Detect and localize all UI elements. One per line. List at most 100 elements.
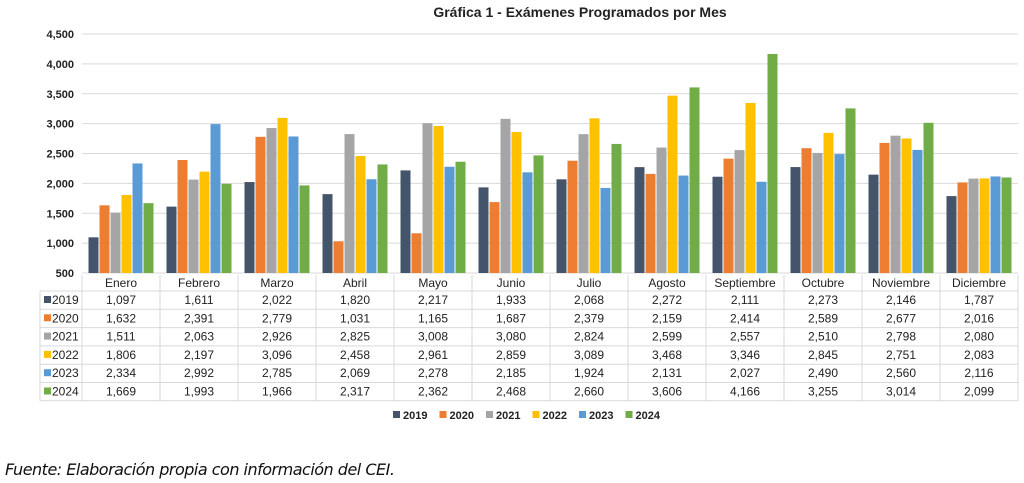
table-cell: 2,069 [340, 366, 370, 380]
table-cell: 2,027 [730, 366, 760, 380]
y-tick-label: 500 [56, 268, 74, 280]
bar-2021-mayo [422, 123, 433, 273]
table-cell: 2,599 [652, 330, 682, 344]
bar-2020-diciembre [957, 182, 968, 273]
table-cell: 3,346 [730, 348, 760, 362]
table-cell: 3,255 [808, 385, 838, 399]
bar-2022-abril [355, 156, 366, 273]
bar-2023-junio [522, 172, 533, 273]
legend-swatch-2019 [393, 411, 400, 418]
table-row-label-2022: 2022 [52, 348, 79, 362]
table-cell: 3,008 [418, 330, 448, 344]
table-cell: 1,924 [574, 366, 604, 380]
legend-key-2019 [44, 296, 51, 303]
bar-2019-julio [556, 179, 567, 273]
bar-2021-agosto [656, 147, 667, 273]
table-cell: 2,185 [496, 366, 526, 380]
table-row-label-2019: 2019 [52, 293, 79, 307]
table-cell: 3,468 [652, 348, 682, 362]
table-header-noviembre: Noviembre [872, 276, 930, 290]
bar-2019-diciembre [946, 196, 957, 273]
legend-key-2024 [44, 387, 51, 395]
bar-2021-diciembre [968, 178, 979, 273]
legend-label-2024: 2024 [636, 410, 661, 422]
table-cell: 2,468 [496, 385, 526, 399]
bar-2021-marzo [266, 128, 277, 273]
table-cell: 2,379 [574, 311, 604, 325]
table-row-label-2023: 2023 [52, 366, 79, 380]
bar-2023-noviembre [912, 149, 923, 273]
table-cell: 2,660 [574, 385, 604, 399]
bar-2020-marzo [255, 136, 266, 273]
bar-2021-julio [578, 134, 589, 273]
table-cell: 2,391 [184, 311, 214, 325]
bar-2019-septiembre [712, 176, 723, 273]
y-tick-label: 1,500 [46, 208, 74, 220]
bar-2024-diciembre [1001, 177, 1012, 273]
table-header-junio: Junio [497, 276, 526, 290]
table-cell: 2,334 [106, 366, 136, 380]
bar-2021-octubre [812, 152, 823, 273]
y-tick-label: 4,000 [46, 59, 74, 71]
chart-title: Gráfica 1 - Exámenes Programados por Mes [433, 4, 727, 20]
table-cell: 2,068 [574, 293, 604, 307]
table-header-marzo: Marzo [260, 276, 294, 290]
table-header-septiembre: Septiembre [714, 276, 776, 290]
table-cell: 2,589 [808, 311, 838, 325]
table-cell: 1,933 [496, 293, 526, 307]
bar-2019-noviembre [868, 174, 879, 273]
bar-2023-mayo [444, 166, 455, 273]
bar-2024-febrero [221, 183, 232, 273]
table-cell: 2,063 [184, 330, 214, 344]
y-tick-label: 3,500 [46, 89, 74, 101]
table-cell: 1,787 [964, 293, 994, 307]
table-cell: 1,966 [262, 385, 292, 399]
bar-2021-enero [110, 212, 121, 273]
table-cell: 2,458 [340, 348, 370, 362]
table-cell: 3,606 [652, 385, 682, 399]
table-header-abril: Abril [343, 276, 367, 290]
table-header-enero: Enero [105, 276, 137, 290]
bar-2022-febrero [199, 171, 210, 273]
legend-key-2023 [44, 369, 51, 377]
table-cell: 2,278 [418, 366, 448, 380]
table-cell: 2,131 [652, 366, 682, 380]
table-cell: 2,197 [184, 348, 214, 362]
table-cell: 3,014 [886, 385, 916, 399]
legend-swatch-2023 [579, 411, 586, 418]
bar-2022-enero [121, 194, 132, 273]
table-cell: 2,080 [964, 330, 994, 344]
source-caption: Fuente: Elaboración propia con informaci… [5, 460, 395, 479]
bar-2019-febrero [166, 206, 177, 273]
table-cell: 3,080 [496, 330, 526, 344]
bar-2022-mayo [433, 125, 444, 273]
bar-2019-junio [478, 187, 489, 273]
table-cell: 1,097 [106, 293, 136, 307]
table-cell: 1,820 [340, 293, 370, 307]
bar-2022-octubre [823, 132, 834, 273]
bar-2021-noviembre [890, 135, 901, 273]
bar-2023-julio [600, 187, 611, 273]
bar-2023-octubre [834, 154, 845, 273]
table-cell: 2,159 [652, 311, 682, 325]
y-tick-label: 1,000 [46, 238, 74, 250]
legend-label-2022: 2022 [543, 410, 567, 422]
table-cell: 2,677 [886, 311, 916, 325]
bar-2022-junio [511, 132, 522, 273]
table-cell: 2,273 [808, 293, 838, 307]
bar-2022-septiembre [745, 102, 756, 273]
table-header-octubre: Octubre [802, 276, 845, 290]
bar-2021-abril [344, 134, 355, 273]
table-header-diciembre: Diciembre [952, 276, 1006, 290]
y-tick-label: 2,000 [46, 178, 74, 190]
table-cell: 2,751 [886, 348, 916, 362]
bar-2024-mayo [455, 161, 466, 273]
bar-2020-septiembre [723, 158, 734, 273]
bar-2020-junio [489, 202, 500, 273]
bar-2020-enero [99, 205, 110, 273]
table-cell: 1,511 [106, 330, 135, 344]
table-cell: 2,992 [184, 366, 214, 380]
bar-2023-enero [132, 163, 143, 273]
bar-2021-junio [500, 118, 511, 273]
